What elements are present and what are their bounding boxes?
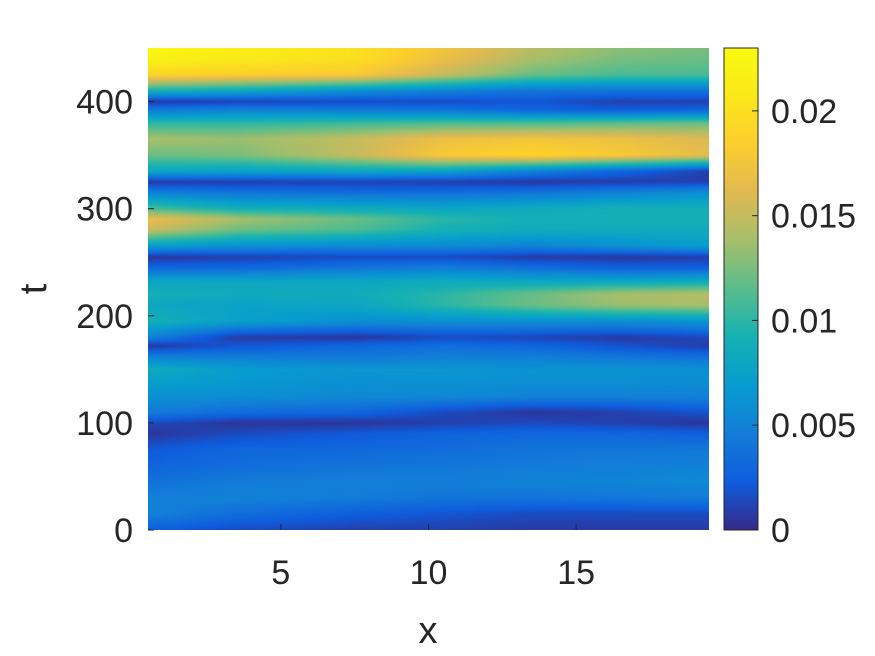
y-axis-label: t	[13, 283, 55, 294]
colorbar-tick-label: 0.01	[771, 302, 837, 340]
colorbar-tick-label: 0	[771, 512, 790, 550]
colorbar-tick-label: 0.005	[771, 407, 856, 445]
y-tick-label: 100	[76, 405, 133, 443]
colorbar-tick-label: 0.02	[771, 93, 837, 131]
plot-area	[148, 48, 709, 530]
x-tick-label: 5	[271, 554, 290, 592]
x-axis-ticks: 5 10 15	[271, 524, 595, 592]
y-tick-label: 300	[76, 191, 133, 229]
heatmap-image	[148, 48, 709, 530]
y-tick-label: 200	[76, 298, 133, 336]
colorbar-tick-label: 0.015	[771, 198, 856, 236]
x-tick-label: 10	[410, 554, 448, 592]
colorbar-ticks: 0 0.005 0.01 0.015 0.02	[752, 93, 856, 550]
y-tick-label: 0	[114, 512, 133, 550]
colorbar	[723, 47, 759, 531]
y-tick-label: 400	[76, 84, 133, 122]
x-axis-label: x	[419, 610, 438, 652]
y-axis-ticks: 0 100 200 300 400	[76, 84, 154, 550]
x-tick-label: 15	[557, 554, 595, 592]
